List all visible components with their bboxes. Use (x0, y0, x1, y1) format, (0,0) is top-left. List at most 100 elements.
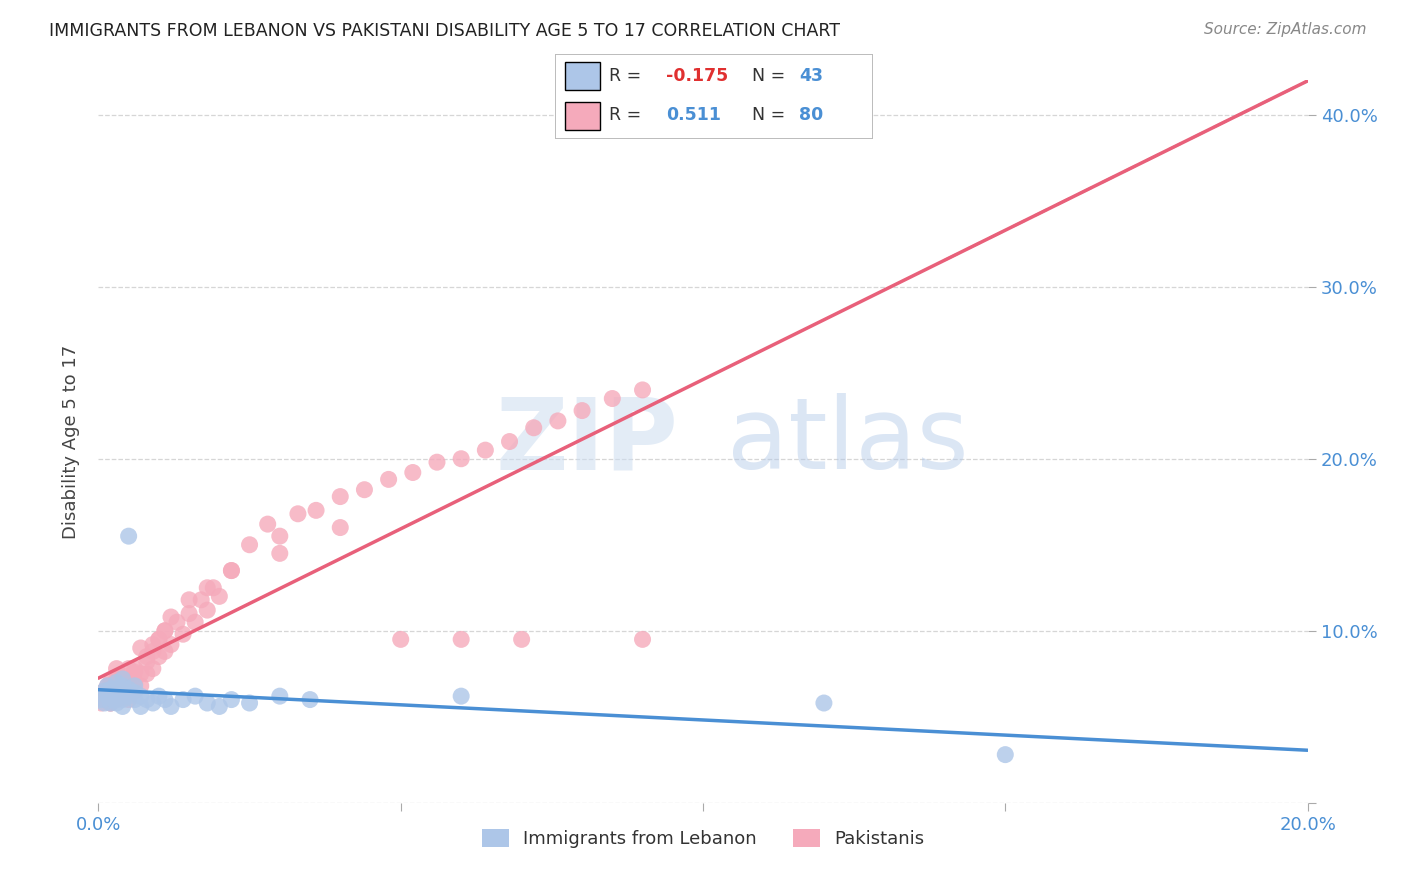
Point (172, 627, 194, 641)
Point (118, 689, 141, 703)
Point (208, 590, 231, 604)
Point (221, 692, 243, 706)
Point (195, 696, 218, 710)
Point (111, 668, 134, 682)
Point (160, 610, 183, 624)
Point (523, 421, 546, 435)
Point (498, 434, 520, 449)
Point (179, 592, 201, 607)
Point (305, 503, 328, 517)
Point (426, 455, 449, 469)
Point (103, 692, 125, 706)
Text: ZIP: ZIP (496, 393, 679, 490)
Point (160, 699, 183, 714)
Point (124, 692, 146, 706)
Point (148, 689, 170, 703)
Point (329, 520, 352, 534)
Point (602, 392, 624, 406)
Point (135, 692, 157, 706)
Point (124, 684, 146, 698)
Point (153, 624, 176, 638)
Point (100, 686, 122, 700)
Point (148, 632, 170, 647)
Point (111, 689, 134, 703)
Point (96, 689, 118, 703)
Point (269, 546, 291, 560)
Text: 43: 43 (799, 68, 823, 86)
Point (111, 692, 134, 706)
Point (142, 696, 165, 710)
Point (118, 672, 141, 686)
Point (129, 699, 152, 714)
Point (179, 607, 201, 621)
Point (153, 644, 176, 658)
FancyBboxPatch shape (565, 62, 599, 90)
Point (96, 679, 118, 693)
Point (195, 581, 218, 595)
Text: atlas: atlas (727, 393, 969, 490)
Y-axis label: Disability Age 5 to 17: Disability Age 5 to 17 (62, 344, 80, 539)
Point (100, 689, 122, 703)
Point (239, 696, 262, 710)
Point (129, 666, 152, 681)
Point (105, 689, 128, 703)
Point (571, 403, 593, 417)
Point (111, 672, 134, 686)
Point (100, 682, 122, 697)
Point (96, 679, 118, 693)
Point (129, 640, 152, 655)
Legend: Immigrants from Lebanon, Pakistanis: Immigrants from Lebanon, Pakistanis (474, 822, 932, 855)
Point (124, 665, 146, 679)
Point (221, 564, 243, 578)
Point (329, 490, 352, 504)
Point (111, 679, 134, 693)
Point (172, 692, 194, 706)
Point (269, 529, 291, 543)
Point (124, 675, 146, 690)
Point (153, 624, 176, 638)
Point (100, 696, 122, 710)
Point (547, 414, 569, 428)
Point (202, 581, 225, 595)
Point (124, 679, 146, 693)
Point (389, 632, 412, 647)
Point (105, 672, 128, 686)
Point (90, 696, 112, 710)
Point (118, 692, 141, 706)
Point (510, 632, 533, 647)
Point (93, 684, 115, 698)
Point (299, 692, 322, 706)
Text: R =: R = (609, 106, 641, 124)
Point (100, 696, 122, 710)
Point (184, 615, 207, 630)
Point (377, 472, 399, 486)
Point (287, 507, 309, 521)
Point (208, 699, 231, 714)
Point (135, 655, 157, 669)
Point (111, 686, 134, 700)
Point (450, 632, 472, 647)
Point (450, 689, 472, 703)
Point (153, 692, 176, 706)
Point (474, 443, 496, 458)
Point (93, 692, 115, 706)
Point (402, 466, 425, 480)
Point (118, 672, 141, 686)
Point (90, 692, 112, 706)
Point (100, 675, 122, 690)
Point (93, 684, 115, 698)
Point (269, 689, 291, 703)
Point (184, 689, 207, 703)
Point (256, 517, 278, 532)
Point (105, 675, 128, 690)
Point (105, 682, 128, 697)
Point (221, 564, 243, 578)
Point (994, 747, 1017, 762)
Point (239, 538, 262, 552)
Point (124, 686, 146, 700)
Point (813, 696, 835, 710)
Point (105, 662, 128, 676)
Point (118, 682, 141, 697)
Point (160, 638, 183, 652)
Text: R =: R = (609, 68, 641, 86)
